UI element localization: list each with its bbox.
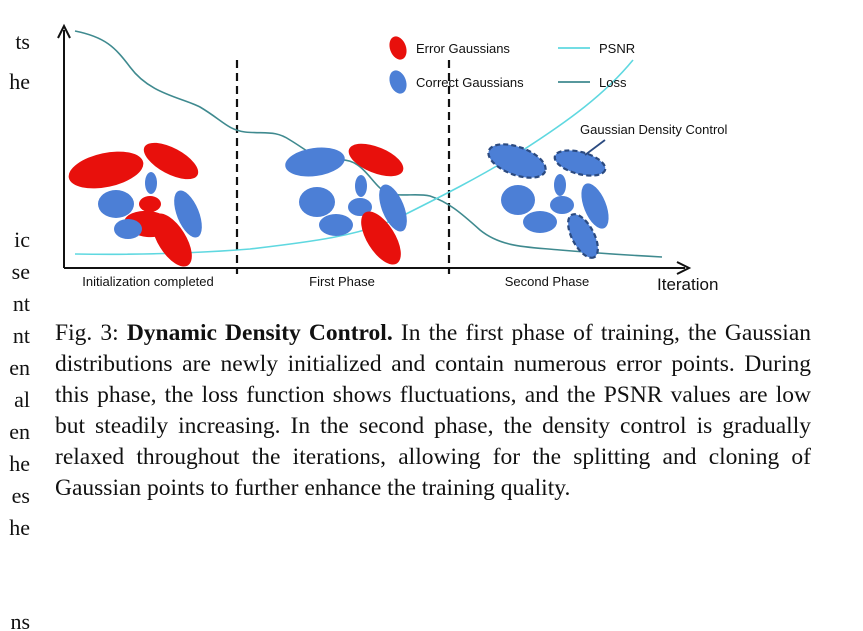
fragment-line: en [9, 355, 30, 380]
legend-loss-label: Loss [599, 75, 627, 90]
second-phase-gaussian-cluster [487, 143, 609, 259]
correct-gaussian [299, 187, 335, 217]
legend-correct-swatch [389, 70, 407, 94]
annotation-label: Gaussian Density Control [580, 122, 728, 137]
init-gaussian-cluster [68, 142, 202, 267]
error-gaussian [348, 143, 404, 177]
legend-error-label: Error Gaussians [416, 41, 510, 56]
caption-body: In the first phase of training, the Gaus… [55, 320, 812, 501]
x-axis-arrowhead [676, 261, 692, 275]
fragment-line: en [9, 419, 30, 444]
correct-gaussian [568, 214, 598, 258]
first-phase-gaussian-cluster [285, 143, 407, 265]
left-column-fragment: ts he ic se nt nt en al en he es he ns [0, 0, 30, 631]
correct-gaussian [114, 219, 142, 239]
y-axis-arrowhead [57, 23, 71, 39]
density-control-annotation: Gaussian Density Control [580, 122, 728, 156]
annotation-leader-line [584, 139, 606, 156]
correct-gaussian [98, 190, 134, 218]
caption-fig-label: Fig. 3: [55, 320, 119, 346]
correct-gaussian [581, 183, 609, 229]
density-control-outline [553, 149, 607, 177]
caption-title: Dynamic Density Control. [126, 320, 393, 346]
density-control-outline [567, 213, 599, 259]
correct-gaussian [554, 174, 566, 196]
correct-gaussian [145, 172, 157, 194]
correct-gaussian [550, 196, 574, 214]
correct-gaussian [355, 175, 367, 197]
correct-gaussian [348, 198, 372, 216]
fragment-line: ic [14, 227, 30, 252]
phase-label-first: First Phase [309, 274, 375, 289]
legend-correct-label: Correct Gaussians [416, 75, 524, 90]
legend: Error Gaussians Correct Gaussians PSNR L… [389, 36, 635, 94]
fragment-line: nt [12, 291, 30, 316]
error-gaussian [361, 211, 401, 265]
correct-gaussian [319, 214, 353, 236]
fragment-line: se [11, 259, 30, 284]
correct-gaussian [488, 144, 546, 178]
fragment-line: al [14, 387, 30, 412]
legend-psnr-label: PSNR [599, 41, 635, 56]
correct-gaussian [285, 147, 345, 177]
x-axis-label: Iteration [657, 275, 718, 294]
error-gaussian [68, 151, 144, 189]
fragment-line: he [9, 451, 30, 476]
figure-caption: Fig. 3: Dynamic Density Control. In the … [55, 318, 811, 504]
fragment-line: nt [12, 323, 30, 348]
axes [57, 23, 692, 275]
correct-gaussian [523, 211, 557, 233]
fragment-line: he [9, 515, 30, 540]
fragment-line: he [9, 69, 30, 94]
error-gaussian [152, 213, 192, 267]
error-gaussian [143, 142, 199, 180]
fragment-line: ns [10, 609, 30, 631]
figure-diagram: Gaussian Density Control Error Gaussians… [57, 23, 728, 294]
fragment-line: es [11, 483, 30, 508]
fragment-line: ts [15, 29, 30, 54]
correct-gaussian [174, 190, 202, 238]
error-gaussian [139, 196, 161, 212]
density-control-outline [487, 143, 547, 179]
correct-gaussian [501, 185, 535, 215]
phase-dividers [235, 60, 451, 274]
phase-label-second: Second Phase [505, 274, 590, 289]
legend-error-swatch [389, 36, 407, 60]
phase-label-initialization: Initialization completed [82, 274, 214, 289]
correct-gaussian [379, 184, 407, 232]
